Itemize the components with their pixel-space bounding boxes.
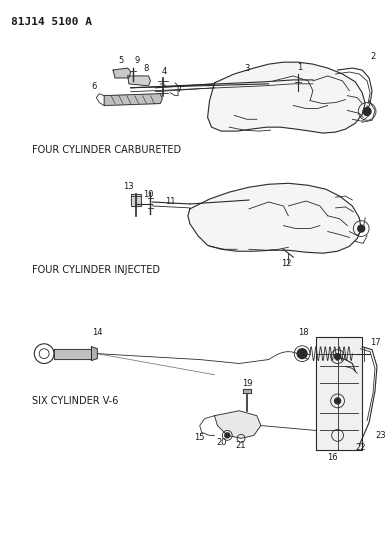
Text: 12: 12 [281,259,292,268]
Circle shape [335,398,340,404]
Text: 21: 21 [236,441,246,450]
Text: 15: 15 [195,433,205,442]
Text: FOUR CYLINDER CARBURETED: FOUR CYLINDER CARBURETED [32,145,181,155]
Text: 13: 13 [124,182,134,191]
Text: 14: 14 [92,328,103,337]
Text: 20: 20 [216,438,227,447]
Text: 1: 1 [298,63,303,72]
Circle shape [225,433,230,438]
Polygon shape [128,76,151,86]
Polygon shape [104,94,162,106]
Text: 81J14 5100 A: 81J14 5100 A [11,17,92,27]
Polygon shape [91,347,98,360]
Text: 17: 17 [370,338,381,347]
Polygon shape [207,62,365,133]
Text: 10: 10 [143,190,154,199]
Text: 22: 22 [355,443,365,452]
Polygon shape [316,337,362,450]
Text: 8: 8 [144,64,149,73]
Text: 6: 6 [91,82,96,91]
Text: 18: 18 [298,328,308,337]
Text: 3: 3 [244,64,250,73]
Circle shape [363,108,371,115]
Text: 16: 16 [327,453,338,462]
Text: 2: 2 [370,52,376,61]
Text: 11: 11 [165,197,176,206]
Text: 5: 5 [118,56,124,65]
Polygon shape [215,411,261,438]
Text: FOUR CYLINDER INJECTED: FOUR CYLINDER INJECTED [32,265,160,275]
Text: 7: 7 [176,85,182,94]
Polygon shape [131,194,141,206]
Polygon shape [243,389,251,393]
Circle shape [297,349,307,359]
Circle shape [335,354,340,360]
Circle shape [358,225,365,232]
Text: 4: 4 [161,67,167,76]
Polygon shape [113,68,131,78]
Text: SIX CYLINDER V-6: SIX CYLINDER V-6 [32,396,119,406]
Text: 23: 23 [375,431,386,440]
Polygon shape [188,183,361,253]
Text: 19: 19 [242,379,252,388]
Polygon shape [54,349,91,359]
Text: 9: 9 [134,56,139,65]
